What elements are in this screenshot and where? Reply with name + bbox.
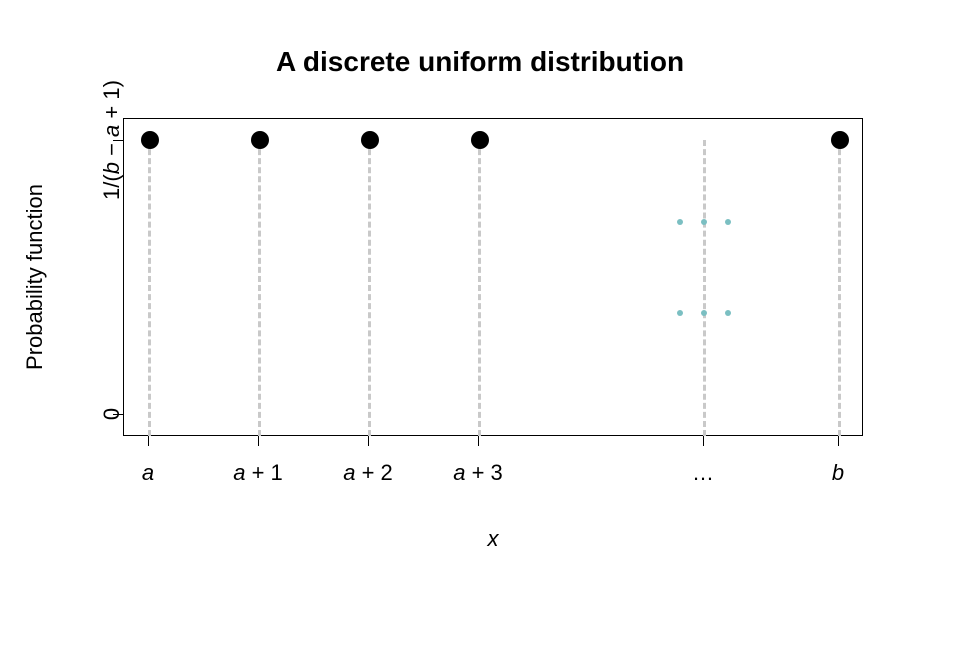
data-point xyxy=(471,131,489,149)
ellipsis-dot xyxy=(725,310,731,316)
stem xyxy=(368,140,371,436)
x-tick-mark xyxy=(368,436,369,446)
x-tick-mark xyxy=(703,436,704,446)
stem xyxy=(148,140,151,436)
x-tick-label: a + 1 xyxy=(233,460,283,486)
y-axis-label: Probability function xyxy=(22,118,48,436)
x-tick-label: … xyxy=(692,460,714,486)
y-tick-label: 1/(b − a + 1) xyxy=(99,80,125,200)
stem xyxy=(838,140,841,436)
ellipsis-dot xyxy=(701,310,707,316)
data-point xyxy=(831,131,849,149)
x-tick-mark xyxy=(478,436,479,446)
stem xyxy=(703,140,706,436)
data-point xyxy=(251,131,269,149)
x-axis-label: x xyxy=(123,526,863,552)
ellipsis-dot xyxy=(677,310,683,316)
stem xyxy=(478,140,481,436)
x-tick-label: a + 2 xyxy=(343,460,393,486)
chart-title: A discrete uniform distribution xyxy=(0,46,960,78)
x-tick-mark xyxy=(258,436,259,446)
x-tick-mark xyxy=(838,436,839,446)
x-tick-mark xyxy=(148,436,149,446)
data-point xyxy=(361,131,379,149)
plot-area xyxy=(123,118,863,436)
x-tick-label: a xyxy=(142,460,154,486)
x-tick-label: b xyxy=(832,460,844,486)
y-tick-label: 0 xyxy=(99,408,125,420)
stem xyxy=(258,140,261,436)
x-tick-label: a + 3 xyxy=(453,460,503,486)
data-point xyxy=(141,131,159,149)
